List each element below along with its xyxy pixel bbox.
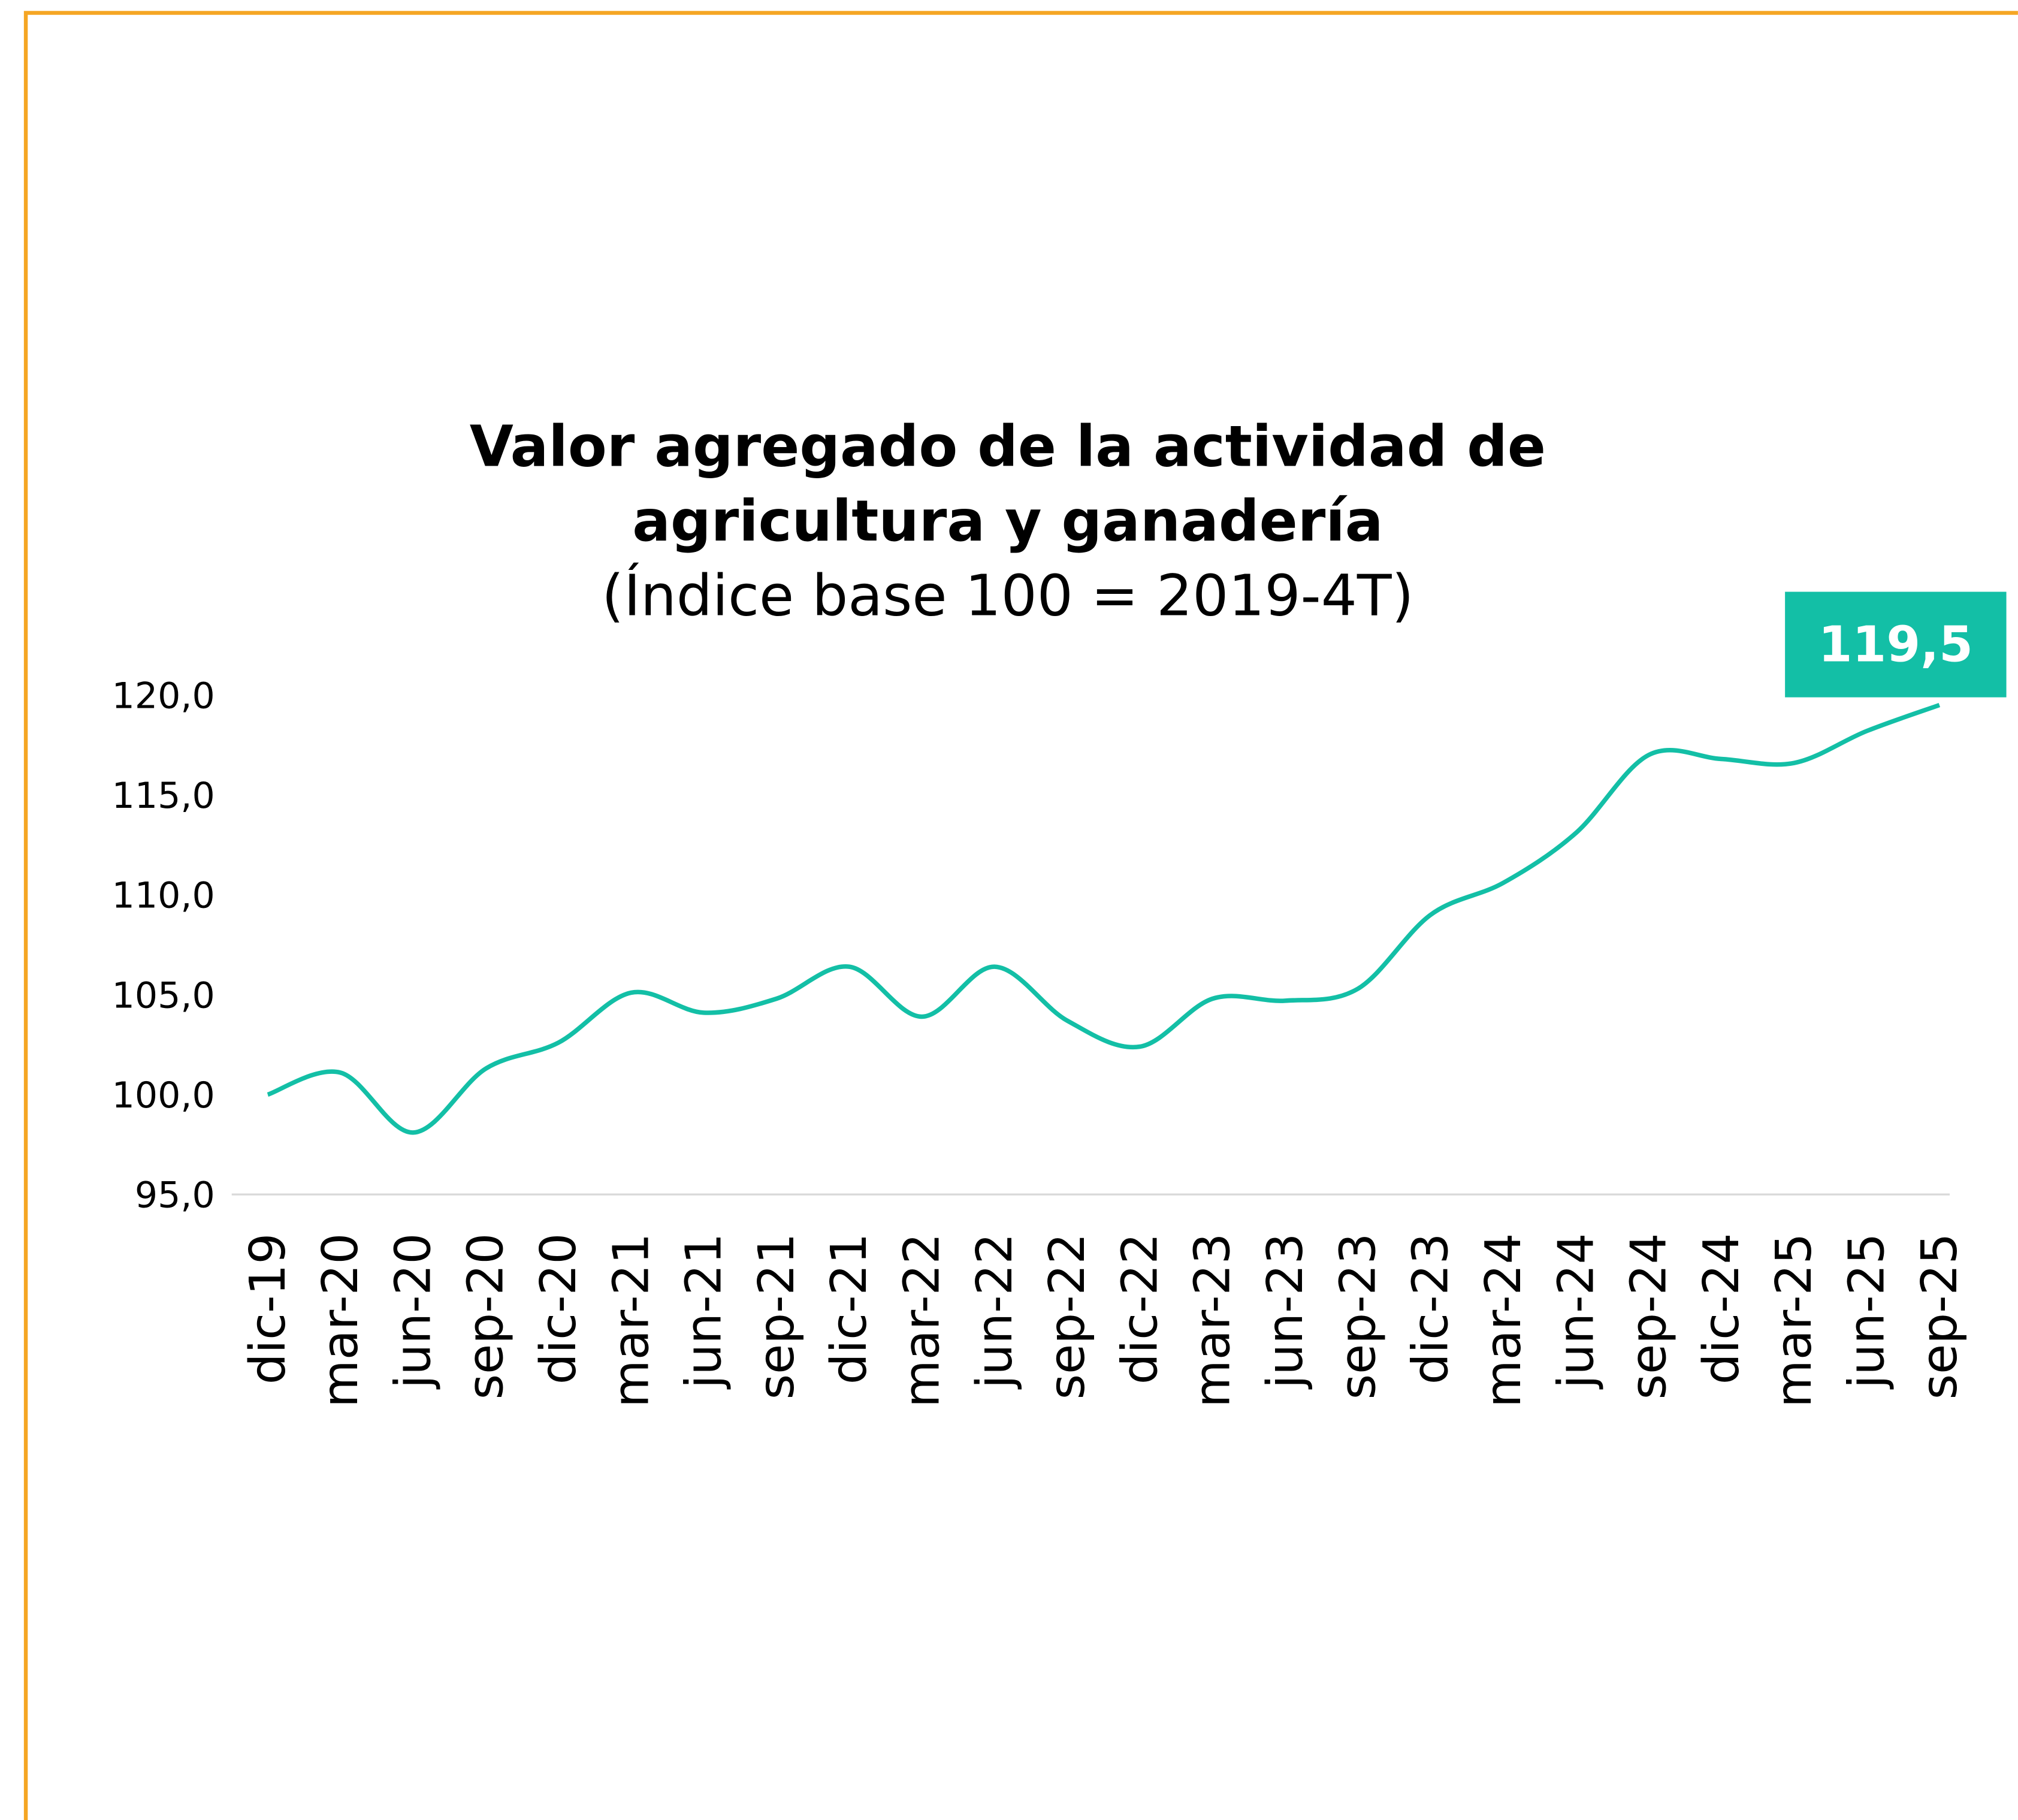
x-tick-label: mar-23 xyxy=(1185,1233,1241,1408)
x-tick-label: mar-21 xyxy=(603,1233,660,1408)
x-tick-label: dic-22 xyxy=(1111,1233,1168,1385)
x-tick-label: mar-24 xyxy=(1475,1233,1532,1408)
y-tick-label: 95,0 xyxy=(135,1175,215,1217)
value-label: 119,5 xyxy=(1818,616,1973,673)
y-tick-label: 105,0 xyxy=(112,974,215,1016)
y-tick-label: 110,0 xyxy=(112,875,215,917)
x-tick-label: dic-24 xyxy=(1693,1233,1750,1385)
y-tick-label: 115,0 xyxy=(112,775,215,817)
x-tick-label: sep-24 xyxy=(1621,1233,1678,1400)
chart-title: Valor agregado de la actividad de xyxy=(470,414,1546,480)
chart-subtitle: (Índice base 100 = 2019-4T) xyxy=(602,563,1413,629)
x-tick-label: jun-25 xyxy=(1838,1233,1895,1390)
x-tick-label: jun-24 xyxy=(1548,1233,1605,1390)
x-tick-label: sep-22 xyxy=(1039,1233,1096,1400)
x-tick-label: sep-23 xyxy=(1330,1233,1386,1400)
x-tick-label: sep-25 xyxy=(1911,1233,1968,1400)
x-tick-label: mar-20 xyxy=(312,1233,369,1408)
y-tick-label: 120,0 xyxy=(112,675,215,717)
x-tick-label: jun-23 xyxy=(1257,1233,1314,1390)
x-tick-label: dic-19 xyxy=(240,1233,297,1385)
y-tick-label: 100,0 xyxy=(112,1075,215,1116)
chart-title: agricultura y ganadería xyxy=(632,488,1383,554)
x-tick-label: jun-20 xyxy=(385,1233,442,1390)
x-tick-label: dic-23 xyxy=(1403,1233,1460,1385)
x-tick-label: dic-21 xyxy=(821,1233,878,1385)
x-tick-label: sep-21 xyxy=(748,1233,805,1400)
x-tick-label: mar-25 xyxy=(1766,1233,1823,1408)
x-tick-label: jun-22 xyxy=(966,1233,1023,1390)
x-tick-label: sep-20 xyxy=(458,1233,515,1400)
x-tick-label: jun-21 xyxy=(676,1233,733,1390)
data-line xyxy=(267,702,1941,1135)
x-tick-label: dic-20 xyxy=(530,1233,587,1385)
x-tick-label: mar-22 xyxy=(894,1233,951,1408)
frame-border xyxy=(23,11,2018,1820)
value-label-box xyxy=(1785,591,2007,698)
